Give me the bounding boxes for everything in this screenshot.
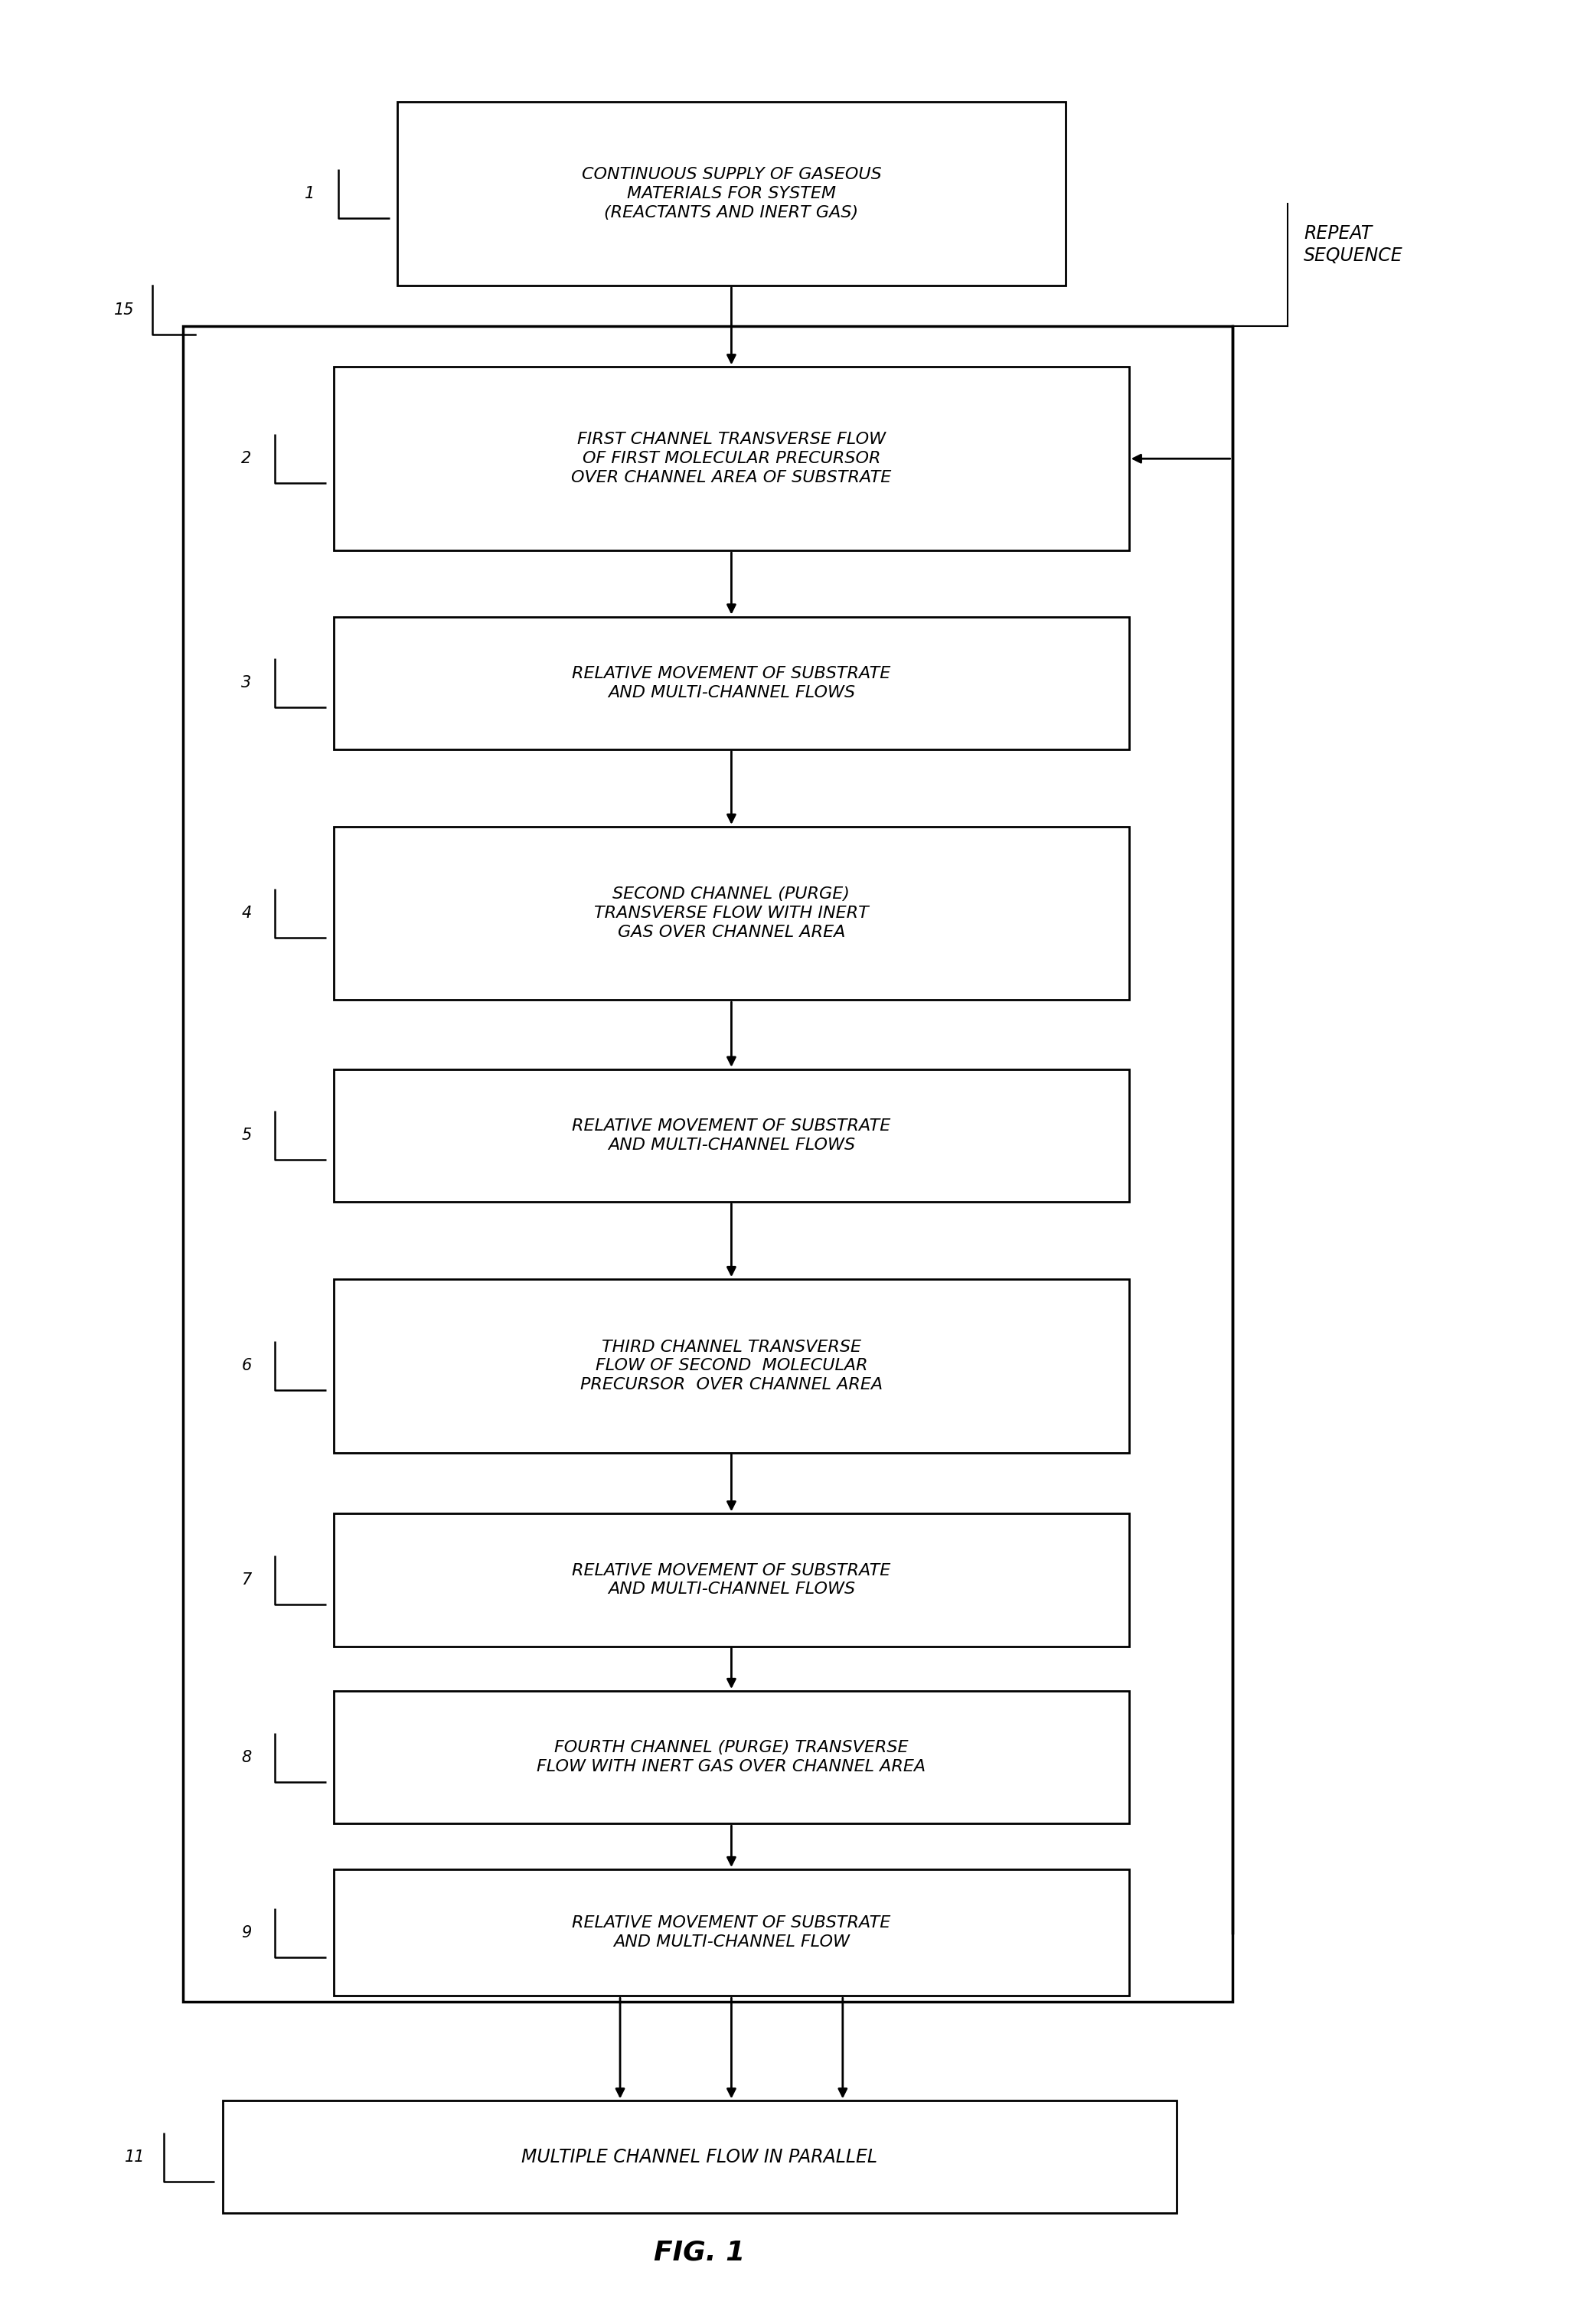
Text: 3: 3 bbox=[242, 676, 251, 690]
Bar bbox=[334, 827, 1129, 999]
Bar bbox=[223, 2101, 1177, 2212]
Text: 2: 2 bbox=[242, 451, 251, 467]
Text: 7: 7 bbox=[242, 1573, 251, 1587]
Bar bbox=[334, 1692, 1129, 1824]
Text: 6: 6 bbox=[242, 1357, 251, 1373]
Bar bbox=[334, 1868, 1129, 1996]
Text: SECOND CHANNEL (PURGE)
TRANSVERSE FLOW WITH INERT
GAS OVER CHANNEL AREA: SECOND CHANNEL (PURGE) TRANSVERSE FLOW W… bbox=[595, 888, 868, 939]
Text: 4: 4 bbox=[242, 906, 251, 920]
Text: 8: 8 bbox=[242, 1750, 251, 1764]
Text: THIRD CHANNEL TRANSVERSE
FLOW OF SECOND  MOLECULAR
PRECURSOR  OVER CHANNEL AREA: THIRD CHANNEL TRANSVERSE FLOW OF SECOND … bbox=[580, 1339, 882, 1392]
Text: 5: 5 bbox=[242, 1127, 251, 1143]
Bar bbox=[334, 1069, 1129, 1202]
Bar bbox=[398, 102, 1065, 286]
Text: 11: 11 bbox=[126, 2150, 145, 2164]
Text: RELATIVE MOVEMENT OF SUBSTRATE
AND MULTI-CHANNEL FLOWS: RELATIVE MOVEMENT OF SUBSTRATE AND MULTI… bbox=[572, 1562, 890, 1597]
Text: REPEAT
SEQUENCE: REPEAT SEQUENCE bbox=[1304, 223, 1402, 265]
Text: FIG. 1: FIG. 1 bbox=[653, 2240, 746, 2266]
Text: 9: 9 bbox=[242, 1924, 251, 1941]
Text: RELATIVE MOVEMENT OF SUBSTRATE
AND MULTI-CHANNEL FLOW: RELATIVE MOVEMENT OF SUBSTRATE AND MULTI… bbox=[572, 1915, 890, 1950]
Bar bbox=[334, 1513, 1129, 1645]
Text: CONTINUOUS SUPPLY OF GASEOUS
MATERIALS FOR SYSTEM
(REACTANTS AND INERT GAS): CONTINUOUS SUPPLY OF GASEOUS MATERIALS F… bbox=[582, 167, 881, 221]
Text: RELATIVE MOVEMENT OF SUBSTRATE
AND MULTI-CHANNEL FLOWS: RELATIVE MOVEMENT OF SUBSTRATE AND MULTI… bbox=[572, 665, 890, 700]
Text: FOURTH CHANNEL (PURGE) TRANSVERSE
FLOW WITH INERT GAS OVER CHANNEL AREA: FOURTH CHANNEL (PURGE) TRANSVERSE FLOW W… bbox=[537, 1741, 925, 1776]
Bar bbox=[183, 325, 1232, 2001]
Text: RELATIVE MOVEMENT OF SUBSTRATE
AND MULTI-CHANNEL FLOWS: RELATIVE MOVEMENT OF SUBSTRATE AND MULTI… bbox=[572, 1118, 890, 1153]
Text: 1: 1 bbox=[305, 186, 315, 202]
Bar bbox=[334, 616, 1129, 748]
Text: MULTIPLE CHANNEL FLOW IN PARALLEL: MULTIPLE CHANNEL FLOW IN PARALLEL bbox=[522, 2147, 878, 2166]
Text: 15: 15 bbox=[114, 302, 134, 318]
Text: FIRST CHANNEL TRANSVERSE FLOW
OF FIRST MOLECULAR PRECURSOR
OVER CHANNEL AREA OF : FIRST CHANNEL TRANSVERSE FLOW OF FIRST M… bbox=[571, 432, 892, 486]
Bar bbox=[334, 1278, 1129, 1452]
Bar bbox=[334, 367, 1129, 551]
